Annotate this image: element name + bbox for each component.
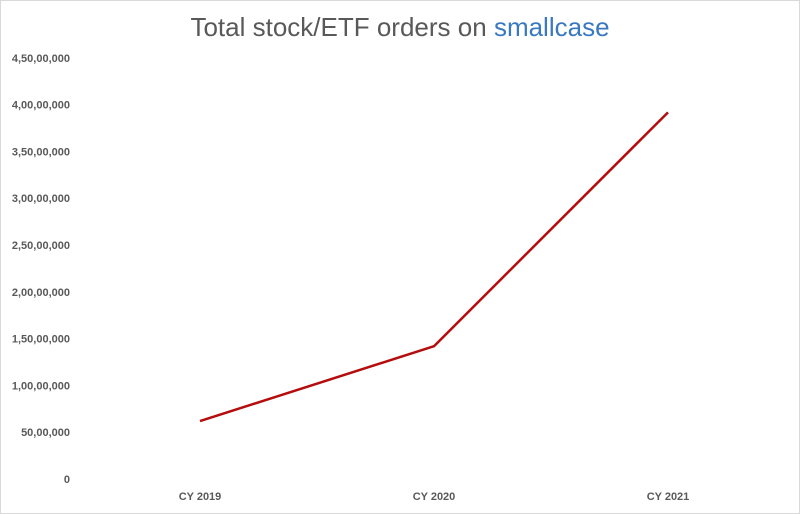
y-tick-label: 2,50,00,000 <box>12 240 70 252</box>
data-line <box>199 111 669 423</box>
title-main: Total stock/ETF orders on <box>190 12 486 42</box>
y-tick-label: 3,00,00,000 <box>12 193 70 205</box>
y-tick-label: 50,00,000 <box>21 427 70 439</box>
x-tick-label: CY 2021 <box>647 491 690 503</box>
y-tick-label: 3,50,00,000 <box>12 146 70 158</box>
y-tick-label: 1,50,00,000 <box>12 334 70 346</box>
x-tick-label: CY 2019 <box>179 491 222 503</box>
y-tick-label: 1,00,00,000 <box>12 380 70 392</box>
y-tick-label: 4,50,00,000 <box>12 53 70 65</box>
title-highlight: smallcase <box>494 12 610 42</box>
x-tick-label: CY 2020 <box>413 491 456 503</box>
chart-title: Total stock/ETF orders on smallcase <box>190 12 609 42</box>
y-tick-label: 2,00,00,000 <box>12 287 70 299</box>
y-tick-label: 0 <box>64 474 70 486</box>
y-tick-label: 4,00,00,000 <box>12 100 70 112</box>
